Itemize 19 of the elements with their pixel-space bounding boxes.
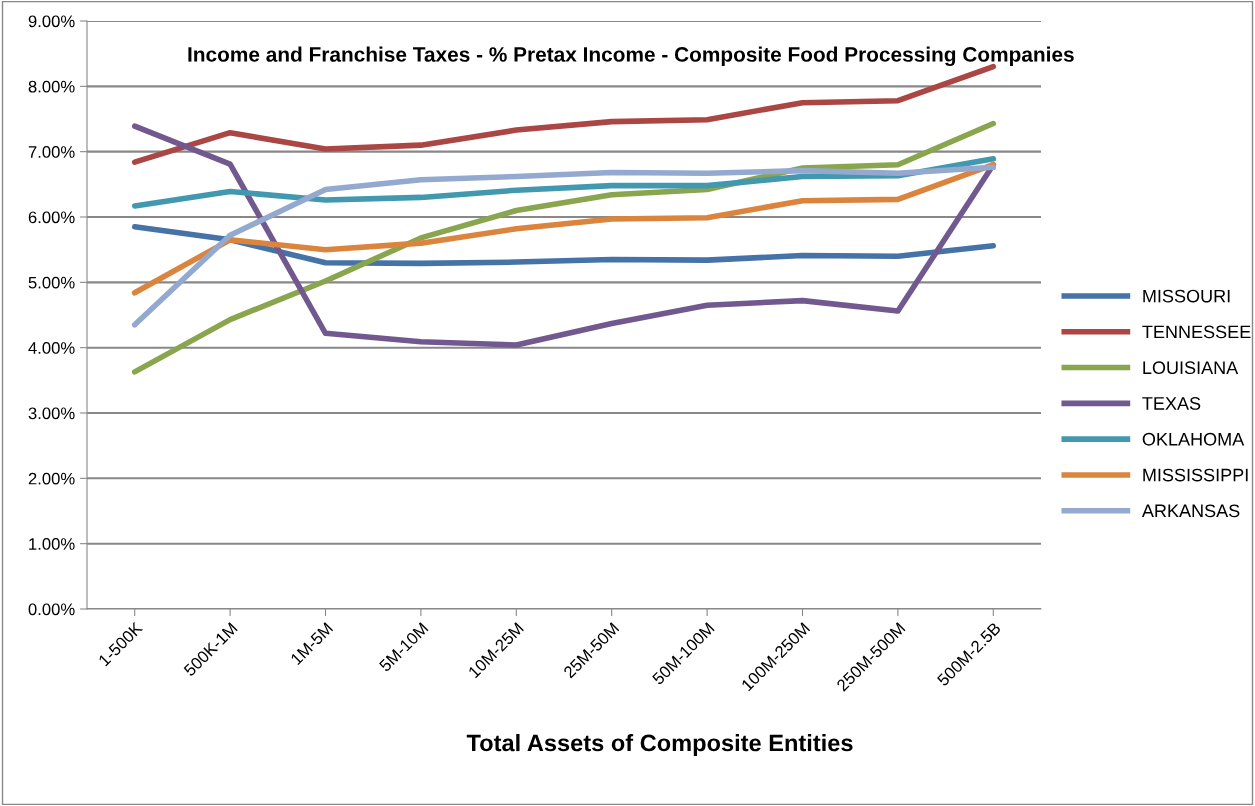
x-axis-title: Total Assets of Composite Entities xyxy=(466,733,853,757)
legend-label: OKLAHOMA xyxy=(1142,432,1245,446)
legend-label: LOUISIANA xyxy=(1143,361,1239,375)
legend-label: TENNESSEE xyxy=(1142,325,1251,339)
legend-label: MISSISSIPPI xyxy=(1143,468,1248,482)
y-tick-label: 3.00% xyxy=(28,407,75,420)
text: Income and Franchise Taxes - % Pretax Income - Composite Food Processing Companies xyxy=(188,46,1074,67)
y-tick-label: 8.00% xyxy=(28,80,75,93)
y-tick-label: 2.00% xyxy=(28,472,75,485)
y-tick-label: 9.00% xyxy=(28,15,75,28)
y-tick-label: 4.00% xyxy=(28,342,75,354)
y-tick-label: 7.00% xyxy=(28,146,75,158)
y-tick-label: 1.00% xyxy=(29,538,75,550)
legend-label: ARKANSAS xyxy=(1141,504,1240,518)
legend-label: TEXAS xyxy=(1142,397,1201,410)
y-tick-label: 0.00% xyxy=(28,603,75,616)
legend-label: MISSOURI xyxy=(1143,289,1230,303)
y-tick-label: 5.00% xyxy=(28,276,75,289)
y-tick-label: 6.00% xyxy=(28,211,75,224)
